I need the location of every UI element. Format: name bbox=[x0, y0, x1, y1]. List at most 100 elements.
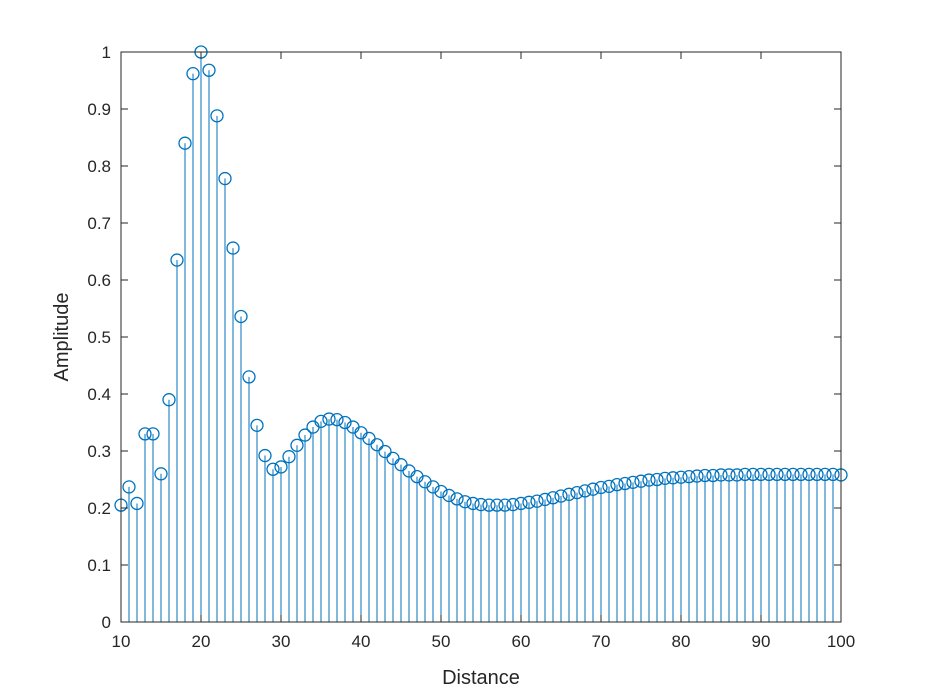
stem-marker bbox=[546, 491, 560, 505]
y-tick-label: 1 bbox=[102, 43, 111, 62]
stem-marker bbox=[538, 492, 552, 507]
stem-marker bbox=[602, 479, 616, 493]
stem-marker bbox=[554, 489, 568, 503]
stem-marker bbox=[738, 467, 752, 482]
stem-marker bbox=[506, 497, 520, 512]
stem-marker bbox=[442, 488, 456, 503]
y-axis-label: Amplitude bbox=[51, 293, 73, 382]
stem-marker bbox=[794, 467, 808, 482]
stem-marker bbox=[370, 438, 384, 452]
y-tick-label: 0.2 bbox=[87, 499, 111, 518]
stem-marker bbox=[642, 473, 656, 487]
stem-marker bbox=[818, 467, 832, 482]
x-tick-label: 100 bbox=[827, 632, 855, 651]
stem-marker bbox=[458, 495, 472, 509]
stem-marker bbox=[698, 468, 712, 483]
stem-marker bbox=[330, 412, 344, 427]
x-tick-label: 10 bbox=[112, 632, 131, 651]
stem-marker bbox=[730, 468, 744, 482]
stem-marker bbox=[562, 487, 576, 501]
stem-marker bbox=[722, 468, 736, 482]
y-tick-label: 0.5 bbox=[87, 328, 111, 347]
x-tick-label: 40 bbox=[352, 632, 371, 651]
stem-marker bbox=[626, 475, 640, 490]
x-tick-label: 30 bbox=[272, 632, 291, 651]
stem-marker bbox=[586, 482, 600, 496]
stem-marker bbox=[242, 370, 256, 384]
stem-marker bbox=[706, 468, 720, 483]
stem-marker bbox=[578, 484, 592, 498]
stem-marker bbox=[130, 496, 144, 511]
y-tick-label: 0.8 bbox=[87, 157, 111, 176]
stem-marker bbox=[290, 438, 304, 452]
stem-marker bbox=[666, 471, 680, 485]
stem-marker bbox=[178, 136, 192, 150]
stem-marker bbox=[770, 467, 784, 482]
stem-marker bbox=[522, 495, 536, 509]
stem-marker bbox=[746, 467, 760, 482]
stem-marker bbox=[610, 477, 624, 492]
x-tick-label: 20 bbox=[192, 632, 211, 651]
stem-marker bbox=[186, 67, 200, 81]
stem-marker bbox=[226, 241, 240, 255]
stem-marker bbox=[250, 418, 264, 433]
x-tick-label: 60 bbox=[512, 632, 531, 651]
stem-marker bbox=[826, 467, 840, 482]
stem-marker bbox=[530, 494, 544, 508]
stem-marker bbox=[202, 63, 216, 77]
stem-marker bbox=[162, 393, 176, 407]
stem-marker bbox=[674, 470, 688, 484]
stem-marker bbox=[658, 471, 672, 486]
stem-marker bbox=[338, 415, 352, 430]
stem-marker bbox=[154, 467, 168, 481]
stem-marker bbox=[378, 444, 392, 459]
y-tick-label: 0.9 bbox=[87, 100, 111, 119]
stem-marker bbox=[282, 450, 296, 464]
stem-marker bbox=[714, 468, 728, 482]
y-tick-label: 0.6 bbox=[87, 271, 111, 290]
y-tick-label: 0.4 bbox=[87, 385, 111, 404]
axes-box bbox=[120, 51, 842, 623]
stem-marker bbox=[498, 498, 512, 512]
stem-marker bbox=[146, 427, 160, 441]
stem-marker bbox=[234, 309, 248, 324]
y-tick-label: 0.7 bbox=[87, 214, 111, 233]
stem-marker bbox=[450, 492, 464, 506]
stem-marker bbox=[218, 171, 232, 186]
stem-marker bbox=[298, 428, 312, 442]
stem-marker bbox=[786, 467, 800, 482]
stem-marker bbox=[618, 476, 632, 491]
x-tick-label: 90 bbox=[752, 632, 771, 651]
stem-marker bbox=[810, 467, 824, 482]
stem-marker bbox=[434, 484, 448, 499]
stem-marker bbox=[122, 480, 136, 494]
stem-marker bbox=[138, 427, 152, 441]
y-tick-label: 0 bbox=[102, 613, 111, 632]
x-tick-label: 50 bbox=[432, 632, 451, 651]
stem-marker bbox=[322, 412, 336, 426]
stem-marker bbox=[426, 480, 440, 494]
stem-marker bbox=[514, 496, 528, 511]
stem-marker bbox=[778, 467, 792, 482]
stem-marker bbox=[258, 448, 272, 463]
stem-marker bbox=[682, 469, 696, 484]
stem-series bbox=[114, 45, 848, 622]
stem-marker bbox=[266, 462, 280, 476]
stem-marker bbox=[650, 472, 664, 487]
y-tick-label: 0.3 bbox=[87, 442, 111, 461]
stem-marker bbox=[802, 467, 816, 482]
stem-marker bbox=[170, 253, 184, 267]
stem-marker bbox=[594, 480, 608, 495]
stem-marker bbox=[690, 469, 704, 483]
stem-marker bbox=[490, 498, 504, 512]
stem-marker bbox=[274, 460, 288, 474]
stem-marker bbox=[762, 467, 776, 482]
stem-marker bbox=[466, 496, 480, 511]
stem-marker bbox=[634, 474, 648, 488]
stem-marker bbox=[754, 467, 768, 482]
stem-marker bbox=[474, 497, 488, 512]
stem-marker bbox=[210, 109, 224, 123]
y-tick-label: 0.1 bbox=[87, 556, 111, 575]
stem-marker bbox=[570, 485, 584, 500]
